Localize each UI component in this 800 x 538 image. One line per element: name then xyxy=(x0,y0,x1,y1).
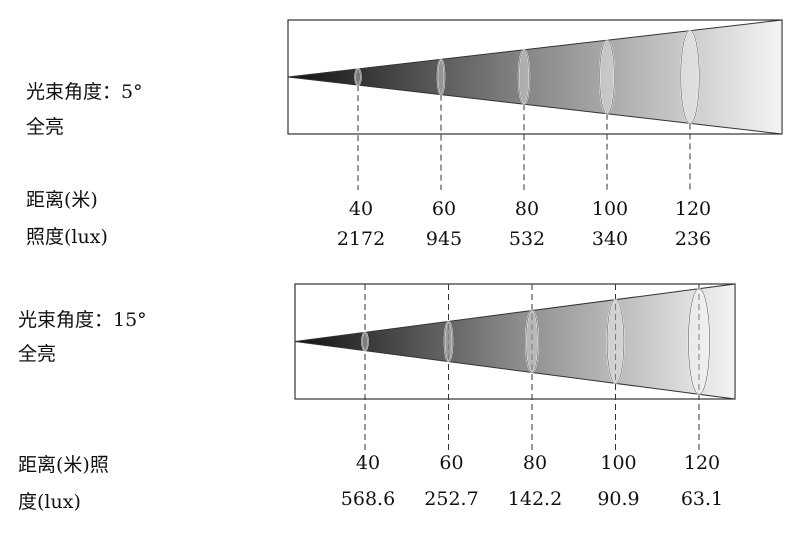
beam-section-outline xyxy=(444,321,453,362)
distance-label: 60 xyxy=(439,452,463,474)
lux-label: 252.7 xyxy=(424,488,478,510)
distance-label: 60 xyxy=(432,198,456,220)
row-label: 距离(米)照 xyxy=(18,454,109,476)
distance-label: 120 xyxy=(675,198,711,220)
distance-label: 80 xyxy=(515,198,539,220)
distance-label: 100 xyxy=(600,452,636,474)
lux-label: 90.9 xyxy=(597,488,639,510)
beam-section-outline xyxy=(688,288,710,395)
beam-section-outline xyxy=(518,49,530,105)
beam-angle-label: 光束角度：15° xyxy=(18,309,147,331)
mode-label: 全亮 xyxy=(26,116,64,138)
beam-section-outline xyxy=(525,310,539,373)
distance-label: 80 xyxy=(523,452,547,474)
distance-label: 120 xyxy=(684,452,720,474)
lux-label: 340 xyxy=(592,228,628,250)
lux-label: 236 xyxy=(675,228,711,250)
beam-cone xyxy=(294,283,736,400)
beam-section-outline xyxy=(599,39,615,115)
beam-section-outline xyxy=(354,68,362,86)
beam-section-outline xyxy=(680,30,700,124)
row-label: 度(lux) xyxy=(18,491,81,513)
lux-label: 63.1 xyxy=(681,488,723,510)
distance-label: 40 xyxy=(349,198,373,220)
beam-cone xyxy=(287,19,783,135)
distance-label: 40 xyxy=(356,452,380,474)
beam-section-outline xyxy=(437,59,445,95)
beam-section-outline xyxy=(361,332,369,351)
beam-angle-label: 光束角度：5° xyxy=(26,81,143,103)
lux-label: 532 xyxy=(509,228,545,250)
lux-label: 945 xyxy=(426,228,462,250)
row-label: 照度(lux) xyxy=(26,226,108,248)
lux-label: 568.6 xyxy=(341,488,395,510)
beam-section-outline xyxy=(606,299,625,384)
lux-label: 2172 xyxy=(337,228,385,250)
mode-label: 全亮 xyxy=(18,343,56,365)
lux-label: 142.2 xyxy=(508,488,562,510)
distance-label: 100 xyxy=(592,198,628,220)
row-label: 距离(米) xyxy=(26,189,98,211)
